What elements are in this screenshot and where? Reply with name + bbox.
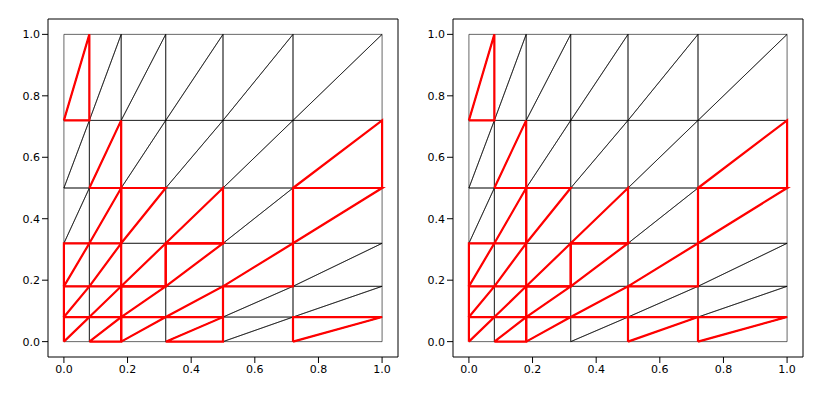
- svg-text:0.0: 0.0: [460, 363, 478, 376]
- svg-text:0.2: 0.2: [119, 363, 137, 376]
- svg-text:0.6: 0.6: [23, 151, 41, 164]
- svg-text:0.8: 0.8: [715, 363, 733, 376]
- svg-text:0.0: 0.0: [23, 336, 41, 349]
- svg-text:1.0: 1.0: [23, 28, 41, 41]
- svg-text:0.6: 0.6: [246, 363, 264, 376]
- svg-text:0.4: 0.4: [182, 363, 200, 376]
- svg-text:1.0: 1.0: [373, 363, 391, 376]
- svg-text:0.4: 0.4: [23, 213, 41, 226]
- svg-text:0.2: 0.2: [428, 274, 446, 287]
- svg-text:0.0: 0.0: [55, 363, 73, 376]
- svg-text:0.2: 0.2: [23, 274, 41, 287]
- svg-text:0.4: 0.4: [587, 363, 605, 376]
- svg-text:0.4: 0.4: [428, 213, 446, 226]
- svg-text:1.0: 1.0: [428, 28, 446, 41]
- svg-text:0.8: 0.8: [23, 90, 41, 103]
- svg-text:0.0: 0.0: [428, 336, 446, 349]
- svg-text:0.6: 0.6: [428, 151, 446, 164]
- svg-text:0.8: 0.8: [310, 363, 328, 376]
- svg-text:0.6: 0.6: [651, 363, 669, 376]
- svg-text:0.2: 0.2: [524, 363, 542, 376]
- svg-text:1.0: 1.0: [778, 363, 796, 376]
- svg-text:0.8: 0.8: [428, 90, 446, 103]
